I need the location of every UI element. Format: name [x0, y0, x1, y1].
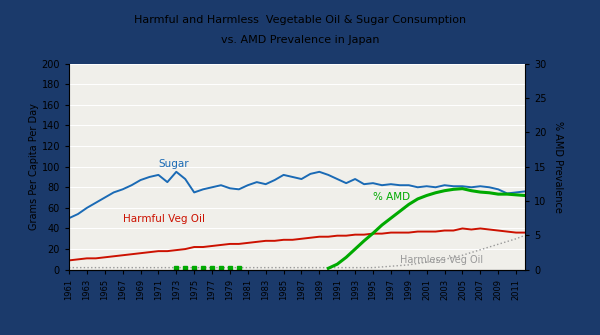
Text: Harmful and Harmless  Vegetable Oil & Sugar Consumption: Harmful and Harmless Vegetable Oil & Sug… — [134, 15, 466, 25]
Y-axis label: Grams Per Capita Per Day: Grams Per Capita Per Day — [29, 103, 38, 230]
Text: Harmless Veg Oil: Harmless Veg Oil — [400, 256, 483, 266]
Text: Sugar: Sugar — [158, 159, 189, 169]
Text: Harmful Veg Oil: Harmful Veg Oil — [122, 214, 205, 224]
Y-axis label: % AMD Prevalence: % AMD Prevalence — [553, 121, 563, 213]
Text: vs. AMD Prevalence in Japan: vs. AMD Prevalence in Japan — [221, 35, 379, 45]
Text: % AMD: % AMD — [373, 192, 410, 202]
